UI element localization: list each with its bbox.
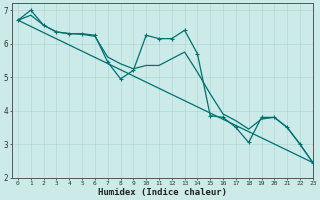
X-axis label: Humidex (Indice chaleur): Humidex (Indice chaleur)	[98, 188, 227, 197]
